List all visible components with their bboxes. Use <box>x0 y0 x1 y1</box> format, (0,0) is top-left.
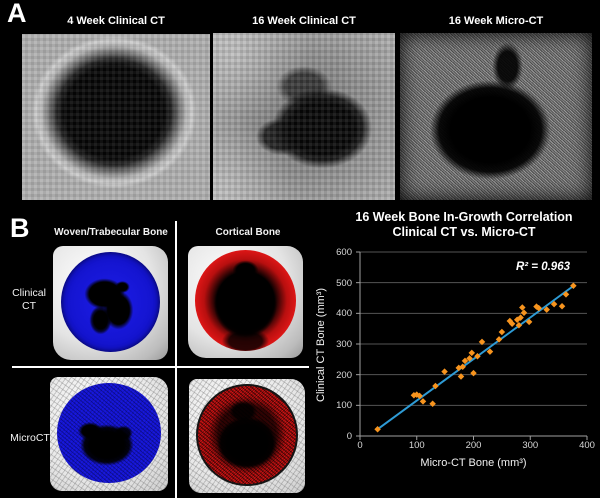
x-tick-label: 0 <box>357 440 363 451</box>
bone-block <box>50 377 168 491</box>
data-point-diamond <box>429 400 436 408</box>
scatter-plot-svg <box>356 251 588 440</box>
x-tick-label: 200 <box>465 440 482 451</box>
chart-title-line2: Clinical CT vs. Micro-CT <box>392 225 536 239</box>
r-squared-annotation: R² = 0.963 <box>515 261 570 273</box>
horizontal-divider <box>12 366 309 368</box>
x-tick-label: 400 <box>579 440 595 451</box>
scatter-plot <box>356 251 588 440</box>
bone-block <box>188 246 303 358</box>
data-point-diamond <box>519 304 526 311</box>
woven-bone-overlay-blue <box>57 382 161 483</box>
bone-block <box>53 246 168 360</box>
cortical-bone-overlay-red <box>195 383 299 487</box>
chart-title: 16 Week Bone In-Growth Correlation Clini… <box>333 210 595 240</box>
row-label-microct: MicroCT <box>10 432 50 444</box>
data-point-diamond <box>558 303 566 310</box>
y-tick-label: 100 <box>336 400 352 412</box>
x-tick-label: 100 <box>408 440 425 451</box>
vertical-divider <box>175 221 177 498</box>
render-microct-cortical-bone <box>189 379 305 493</box>
data-point-diamond <box>498 328 506 336</box>
data-point-diamond <box>466 355 473 362</box>
render-clinical-woven-bone <box>53 246 168 360</box>
column-header-cortical: Cortical Bone <box>215 227 281 238</box>
ct-scan-image-16week-clinical <box>213 33 395 200</box>
panel-a-title-16week-microct: 16 Week Micro-CT <box>448 15 544 27</box>
ct-scan-image-16week-microct <box>400 33 592 200</box>
panel-b-label: B <box>10 213 30 243</box>
data-point-diamond <box>416 392 423 400</box>
panel-a-title-16week-clinical: 16 Week Clinical CT <box>252 15 356 27</box>
y-tick-label: 400 <box>336 308 352 320</box>
y-tick-label: 200 <box>336 369 352 381</box>
data-point-diamond <box>474 353 481 360</box>
y-tick-label: 300 <box>336 339 352 350</box>
bone-block <box>189 379 305 493</box>
panel-a-title-4week-clinical: 4 Week Clinical CT <box>67 15 165 27</box>
column-header-woven-trabecular: Woven/Trabecular Bone <box>54 227 168 238</box>
render-clinical-cortical-bone <box>188 246 303 358</box>
panel-a-label: A <box>7 0 27 28</box>
y-tick-label: 500 <box>336 277 352 289</box>
render-microct-woven-bone <box>50 377 168 491</box>
ct-scan-image-4week-clinical <box>22 34 210 200</box>
data-point-diamond <box>441 368 448 375</box>
data-point-diamond <box>520 309 528 316</box>
x-tick-label: 300 <box>522 440 539 451</box>
y-axis-title: Clinical CT Bone (mm³) <box>315 287 327 403</box>
data-point-diamond <box>419 398 427 405</box>
data-point-diamond <box>374 426 381 433</box>
data-point-diamond <box>570 282 577 289</box>
y-tick-label: 600 <box>336 247 352 258</box>
cortical-bone-overlay-red <box>194 250 297 352</box>
chart-title-line1: 16 Week Bone In-Growth Correlation <box>355 210 573 224</box>
woven-bone-overlay-blue <box>61 251 160 352</box>
x-axis-tick-labels: 0 100 200 300 400 <box>357 440 595 454</box>
y-axis-tick-labels: 0 100 200 300 400 500 600 <box>322 247 352 442</box>
data-point-diamond <box>495 336 503 343</box>
row-label-clinical-ct: Clinical CT <box>12 287 46 312</box>
x-axis-title: Micro-CT Bone (mm³) <box>420 457 527 469</box>
data-point-diamond <box>470 369 477 377</box>
y-tick-label: 0 <box>346 431 352 442</box>
